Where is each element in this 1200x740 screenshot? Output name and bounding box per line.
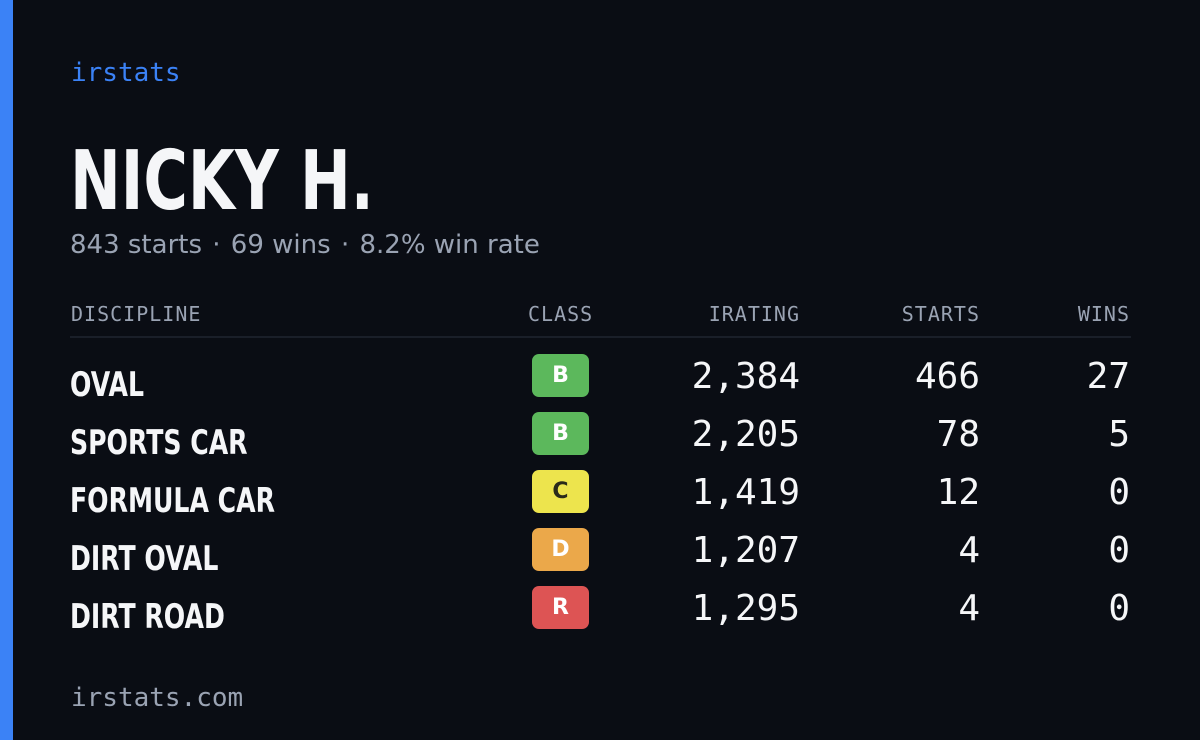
accent-bar bbox=[0, 0, 13, 740]
table-row: DIRT ROAD R 1,295 4 0 bbox=[70, 586, 1131, 644]
starts-value: 466 bbox=[914, 356, 980, 397]
player-name: NICKY H. bbox=[70, 134, 374, 229]
table-row: DIRT OVAL D 1,207 4 0 bbox=[70, 528, 1131, 586]
header-class: CLASS bbox=[528, 302, 594, 326]
header-discipline: DISCIPLINE bbox=[71, 302, 202, 326]
class-badge: R bbox=[532, 586, 589, 629]
table-row: SPORTS CAR B 2,205 78 5 bbox=[70, 412, 1131, 470]
discipline-name: DIRT OVAL bbox=[70, 539, 219, 579]
discipline-name: FORMULA CAR bbox=[70, 481, 275, 521]
table-header: DISCIPLINE CLASS IRATING STARTS WINS bbox=[70, 296, 1131, 338]
irating-value: 2,384 bbox=[691, 356, 800, 397]
summary-separator: · bbox=[212, 230, 221, 260]
discipline-name: SPORTS CAR bbox=[70, 423, 248, 463]
stats-table: DISCIPLINE CLASS IRATING STARTS WINS OVA… bbox=[70, 296, 1131, 637]
win-rate: 8.2% win rate bbox=[359, 230, 540, 260]
wins-value: 27 bbox=[1086, 356, 1130, 397]
class-badge: C bbox=[532, 470, 589, 513]
class-badge: B bbox=[532, 412, 589, 455]
irating-value: 2,205 bbox=[691, 414, 800, 455]
brand-logo-text: irstats bbox=[71, 58, 181, 88]
header-irating: IRATING bbox=[708, 302, 800, 326]
total-starts: 843 starts bbox=[70, 230, 202, 260]
player-summary: 843 starts · 69 wins · 8.2% win rate bbox=[70, 227, 540, 263]
class-badge: D bbox=[532, 528, 589, 571]
irating-value: 1,295 bbox=[691, 588, 800, 629]
header-starts: STARTS bbox=[901, 302, 980, 326]
starts-value: 78 bbox=[936, 414, 980, 455]
summary-separator: · bbox=[340, 230, 350, 260]
table-row: OVAL B 2,384 466 27 bbox=[70, 354, 1131, 412]
header-wins: WINS bbox=[1077, 302, 1130, 326]
wins-value: 0 bbox=[1108, 588, 1130, 629]
total-wins: 69 wins bbox=[230, 230, 331, 260]
irating-value: 1,419 bbox=[691, 472, 800, 513]
discipline-name: OVAL bbox=[70, 365, 144, 405]
discipline-name: DIRT ROAD bbox=[70, 597, 225, 637]
starts-value: 12 bbox=[936, 472, 980, 513]
wins-value: 5 bbox=[1108, 414, 1130, 455]
wins-value: 0 bbox=[1108, 530, 1130, 571]
footer-domain: irstats.com bbox=[71, 683, 244, 713]
table-row: FORMULA CAR C 1,419 12 0 bbox=[70, 470, 1131, 528]
irating-value: 1,207 bbox=[691, 530, 800, 571]
wins-value: 0 bbox=[1108, 472, 1130, 513]
class-badge: B bbox=[532, 354, 589, 397]
starts-value: 4 bbox=[958, 530, 980, 571]
starts-value: 4 bbox=[958, 588, 980, 629]
